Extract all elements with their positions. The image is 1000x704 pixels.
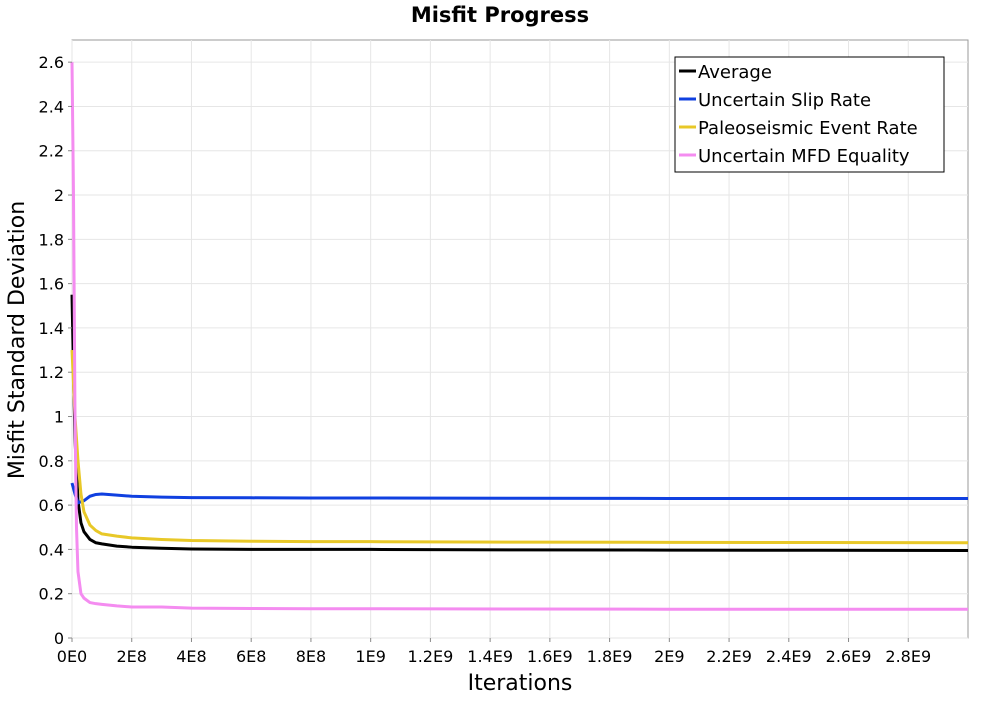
x-tick-label: 2.6E9 — [826, 647, 872, 666]
y-tick-label: 0.4 — [39, 540, 64, 559]
y-tick-label: 2.6 — [39, 53, 64, 72]
x-tick-label: 2.2E9 — [706, 647, 752, 666]
x-axis-label: Iterations — [468, 671, 573, 696]
y-tick-label: 0.8 — [39, 452, 64, 471]
x-tick-label: 1E9 — [355, 647, 385, 666]
series-line-paleoseismic-event-rate — [70, 350, 969, 545]
x-tick-label: 1.6E9 — [527, 647, 573, 666]
y-axis-label: Misfit Standard Deviation — [5, 201, 30, 479]
y-tick-label: 1.4 — [39, 319, 64, 338]
x-tick-label: 4E8 — [176, 647, 206, 666]
x-tick-label: 8E8 — [296, 647, 326, 666]
x-tick-label: 1.2E9 — [408, 647, 454, 666]
x-tick-label: 0E0 — [57, 647, 87, 666]
x-tick-label: 2E8 — [116, 647, 146, 666]
legend-label-paleoseismic-event-rate: Paleoseismic Event Rate — [698, 118, 918, 139]
x-tick-label: 2.8E9 — [885, 647, 931, 666]
legend-box — [674, 56, 945, 173]
legend: Average Uncertain Slip Rate Paleoseismic… — [674, 56, 945, 173]
x-tick-label: 2E9 — [654, 647, 684, 666]
y-tick-label: 2.2 — [39, 142, 64, 161]
x-tick-label: 2.4E9 — [766, 647, 812, 666]
x-tick-label: 1.4E9 — [467, 647, 513, 666]
series-line-average — [70, 294, 969, 553]
legend-label-uncertain-mfd-equality: Uncertain MFD Equality — [698, 146, 910, 167]
legend-label-uncertain-slip-rate: Uncertain Slip Rate — [698, 90, 871, 111]
y-tick-label: 1 — [54, 408, 64, 427]
series-line-uncertain-mfd-equality — [70, 62, 968, 611]
grid-lines — [71, 40, 968, 639]
x-tick-label: 1.8E9 — [587, 647, 633, 666]
y-axis-ticks: 0 0.2 0.4 0.6 0.8 1 1.2 1.4 1.6 1.8 2 2.2 2.4 2.6 — [39, 53, 72, 648]
y-tick-label: 1.8 — [39, 230, 64, 249]
y-tick-label: 1.6 — [39, 275, 64, 294]
legend-label-average: Average — [698, 62, 772, 83]
x-axis-ticks: 0E0 2E8 4E8 6E8 8E8 1E9 1.2E9 1.4E9 1.6E9 1.8E9 2E… — [57, 638, 931, 666]
y-tick-label: 1.2 — [39, 363, 64, 382]
x-tick-label: 6E8 — [236, 647, 266, 666]
chart-title: Misfit Progress — [411, 3, 589, 27]
series-lines — [70, 62, 969, 611]
y-tick-label: 0.6 — [39, 496, 64, 515]
y-tick-label: 0 — [54, 629, 64, 648]
y-tick-label: 2.4 — [39, 97, 64, 116]
y-tick-label: 0.2 — [39, 585, 64, 604]
y-tick-label: 2 — [54, 186, 64, 205]
